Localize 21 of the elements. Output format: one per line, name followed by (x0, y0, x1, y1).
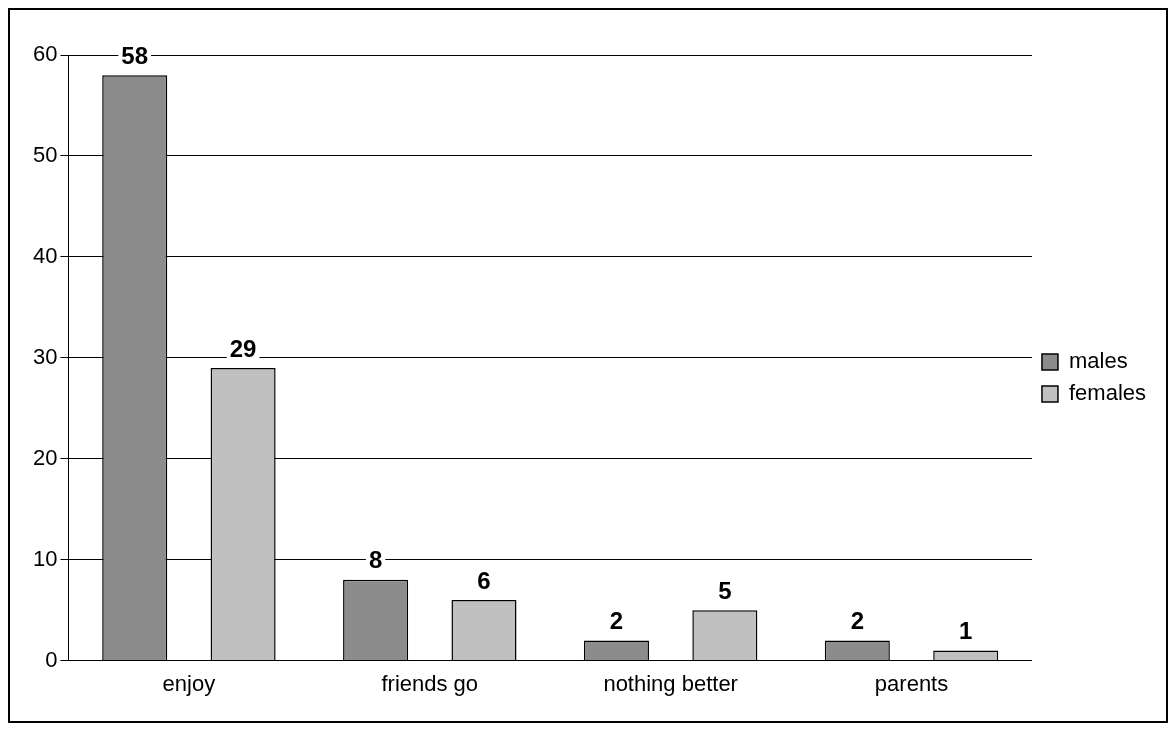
legend-label: males (1068, 348, 1128, 374)
data-label: 2 (609, 607, 624, 635)
y-tick-label: 0 (45, 646, 58, 672)
data-label: 29 (229, 334, 257, 362)
data-label: 2 (850, 607, 865, 635)
x-tick-label: friends go (381, 670, 479, 696)
y-tick-label: 50 (32, 142, 58, 167)
x-tick-label: parents (874, 670, 949, 696)
y-tick-label: 30 (32, 343, 58, 369)
data-label: 8 (368, 546, 383, 574)
data-label: 1 (959, 617, 973, 645)
data-label: 58 (121, 41, 149, 69)
data-label: 5 (718, 576, 732, 604)
data-label: 6 (477, 566, 491, 594)
x-tick-label: enjoy (162, 670, 216, 696)
legend-label: females (1068, 380, 1147, 406)
y-tick-label: 60 (32, 41, 58, 67)
y-tick-label: 40 (32, 242, 58, 268)
y-tick-label: 20 (32, 444, 58, 470)
x-tick-label: nothing better (603, 670, 738, 696)
y-tick-label: 10 (32, 545, 58, 571)
